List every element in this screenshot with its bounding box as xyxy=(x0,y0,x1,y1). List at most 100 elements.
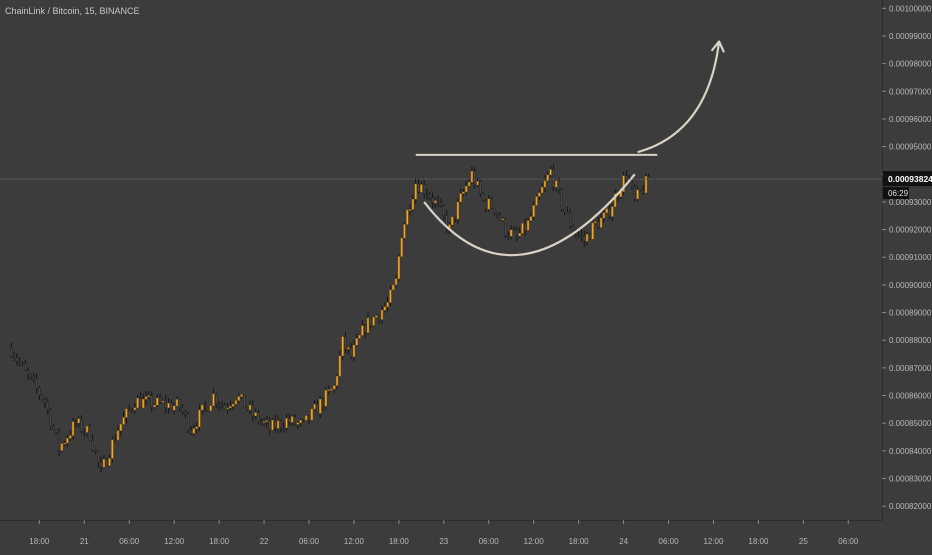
candle-down xyxy=(268,420,271,430)
candle-up xyxy=(456,201,459,220)
candle-down xyxy=(243,394,246,409)
candle-up xyxy=(291,416,294,423)
candle-up xyxy=(389,289,392,303)
candle-up xyxy=(319,398,322,414)
candle-up xyxy=(201,404,204,411)
candle-down xyxy=(159,397,162,403)
candle-down xyxy=(566,211,569,214)
candle-down xyxy=(431,197,434,204)
candle-down xyxy=(378,315,381,320)
time-tick-label: 12:00 xyxy=(524,537,545,546)
candle-up xyxy=(173,405,176,411)
candle-up xyxy=(69,435,72,439)
candle-down xyxy=(178,399,181,408)
candle-down xyxy=(279,420,282,428)
time-tick-label: 25 xyxy=(799,537,808,546)
candle-up xyxy=(313,404,316,410)
candle-up xyxy=(636,189,639,200)
candle-down xyxy=(55,428,58,433)
candle-up xyxy=(501,218,504,221)
candle-down xyxy=(484,200,488,210)
candle-down xyxy=(203,404,207,407)
candle-up xyxy=(133,407,136,411)
time-tick-label: 22 xyxy=(260,537,269,546)
time-tick-label: 18:00 xyxy=(29,537,50,546)
candle-up xyxy=(226,407,229,410)
candle-up xyxy=(248,405,252,410)
candle-down xyxy=(442,205,445,216)
candle-up xyxy=(518,232,521,237)
candle-down xyxy=(369,317,372,326)
candle-up xyxy=(594,221,597,224)
price-tick-label: 0.00086000 xyxy=(889,392,932,401)
candle-up xyxy=(147,395,150,398)
candle-down xyxy=(642,190,645,194)
candle-down xyxy=(32,376,35,380)
candle-up xyxy=(324,390,327,407)
price-tick-label: 0.00083000 xyxy=(889,475,932,484)
candle-up xyxy=(240,394,243,397)
candle-down xyxy=(114,439,117,442)
candle-down xyxy=(597,221,600,228)
candle-up xyxy=(420,184,423,193)
candle-up xyxy=(142,399,145,408)
candle-down xyxy=(94,450,97,452)
candle-down xyxy=(524,223,527,231)
candle-down xyxy=(344,336,347,350)
candle-down xyxy=(260,421,263,424)
candle-down xyxy=(428,194,431,198)
candle-up xyxy=(333,385,336,390)
candle-down xyxy=(38,387,41,396)
candle-down xyxy=(29,374,32,377)
candle-up xyxy=(327,389,330,391)
time-tick-label: 18:00 xyxy=(389,537,410,546)
candle-up xyxy=(434,200,437,204)
candle-down xyxy=(560,189,563,210)
candle-down xyxy=(496,212,499,216)
candle-up xyxy=(386,302,389,308)
candle-up xyxy=(111,439,114,459)
candle-down xyxy=(482,193,485,202)
price-tick-label: 0.00091000 xyxy=(889,253,932,262)
candle-up xyxy=(585,234,589,242)
candle-down xyxy=(507,235,510,237)
time-tick-label: 21 xyxy=(80,537,89,546)
candle-up xyxy=(310,408,313,421)
candle-up xyxy=(125,408,128,418)
candle-up xyxy=(296,422,299,425)
price-tick-label: 0.00096000 xyxy=(889,115,932,124)
candle-up xyxy=(538,192,541,197)
candle-up xyxy=(600,217,603,228)
candle-up xyxy=(335,376,339,386)
candle-down xyxy=(364,325,367,334)
candle-down xyxy=(445,215,448,230)
candle-up xyxy=(622,175,625,192)
time-tick-label: 06:00 xyxy=(479,537,500,546)
candle-up xyxy=(549,169,552,176)
time-tick-label: 06:00 xyxy=(119,537,140,546)
candle-up xyxy=(108,458,111,466)
time-tick-label: 06:00 xyxy=(299,537,320,546)
candle-down xyxy=(181,407,184,412)
time-tick-label: 12:00 xyxy=(703,537,724,546)
candle-up xyxy=(144,396,148,400)
time-tick-label: 12:00 xyxy=(344,537,365,546)
candle-up xyxy=(277,420,280,429)
candle-up xyxy=(614,193,617,207)
candle-down xyxy=(130,409,134,411)
candle-down xyxy=(608,208,611,217)
candle-down xyxy=(139,397,142,408)
candle-down xyxy=(46,401,49,410)
candle-up xyxy=(66,437,69,444)
candle-down xyxy=(251,405,254,417)
candle-down xyxy=(257,412,260,423)
candle-down xyxy=(577,234,580,236)
candle-down xyxy=(282,427,285,429)
candle-up xyxy=(605,208,608,214)
price-tick-label: 0.00084000 xyxy=(889,447,932,456)
candle-up xyxy=(285,418,288,429)
candle-down xyxy=(164,400,167,408)
